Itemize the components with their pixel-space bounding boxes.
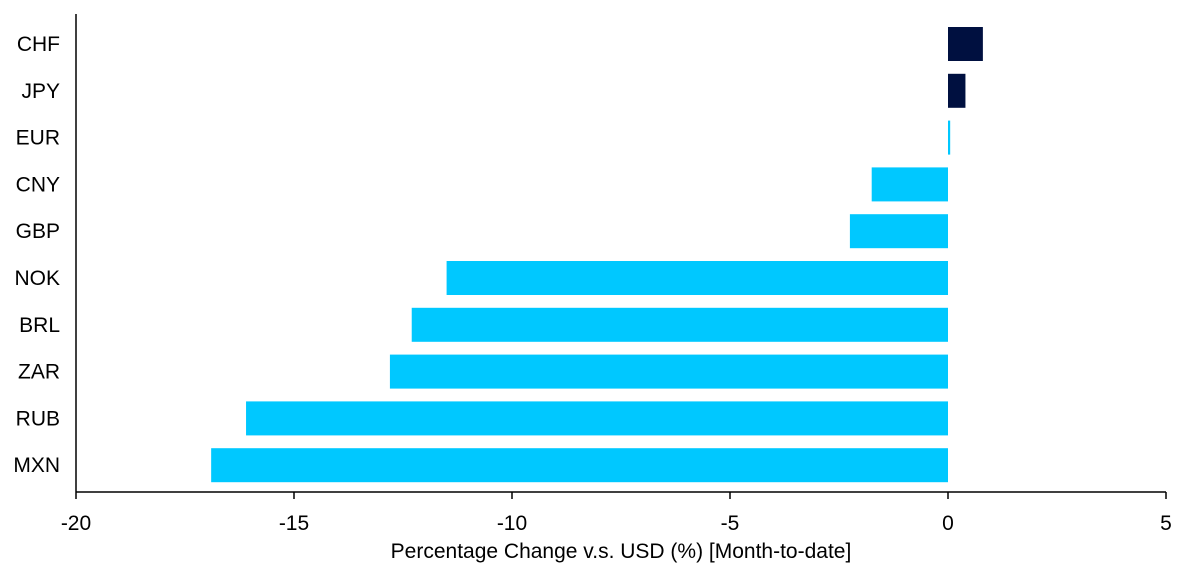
bar-gbp [849,214,948,249]
category-label-brl: BRL [19,314,60,337]
bars-group [211,27,983,483]
category-label-zar: ZAR [18,361,60,384]
bar-eur [948,120,951,155]
x-tick-label: -15 [279,512,309,535]
category-label-nok: NOK [14,267,60,290]
category-label-rub: RUB [16,407,60,430]
bar-brl [411,307,949,342]
category-label-cny: CNY [16,173,60,196]
x-tick-label: 5 [1160,512,1172,535]
x-axis-title: Percentage Change v.s. USD (%) [Month-to… [391,540,852,563]
bar-chf [948,27,983,61]
x-tick-label: -20 [61,512,91,535]
bar-cny [871,167,948,202]
category-label-mxn: MXN [13,454,60,477]
bar-zar [389,354,948,389]
bar-nok [446,261,948,295]
bar-mxn [211,448,948,483]
category-labels-group: CHF JPY EUR CNY GBP NOK BRL ZAR RUB MXN [13,33,60,477]
category-label-gbp: GBP [16,220,60,243]
bar-jpy [948,73,966,108]
x-tick-label: 0 [942,512,954,535]
bar-rub [246,401,949,436]
category-label-chf: CHF [17,33,60,56]
x-ticks-group: -20 -15 -10 -5 0 5 [61,492,1172,535]
category-label-jpy: JPY [21,80,60,103]
x-tick-label: -5 [721,512,740,535]
category-label-eur: EUR [16,127,60,150]
x-tick-label: -10 [497,512,527,535]
